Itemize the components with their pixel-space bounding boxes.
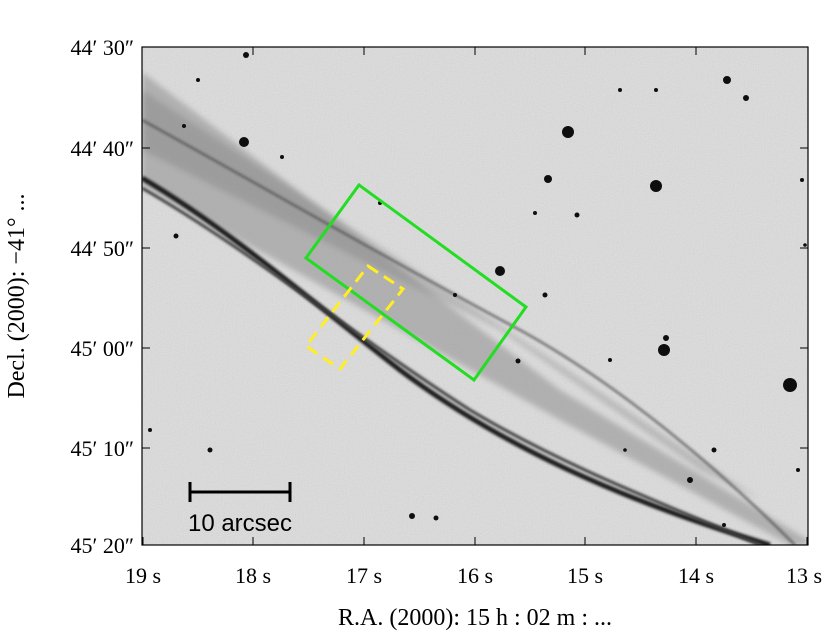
y-tick-label: 45′ 10″ [71,436,134,461]
y-tick-label: 45′ 20″ [71,533,134,558]
x-axis-title: R.A. (2000): 15 h : 02 m : ... [338,605,612,631]
x-tick-label: 18 s [235,563,271,588]
x-tick-label: 13 s [786,563,822,588]
x-tick-label: 16 s [457,563,493,588]
scale-bar-label: 10 arcsec [188,510,292,537]
sky-image: 10 arcsec [142,47,808,545]
secondary-filament [142,186,761,545]
y-tick-label: 45′ 00″ [71,336,134,361]
scale-bar [188,482,292,502]
y-axis-title: Decl. (2000): −41° ... [4,193,30,398]
y-tick-label: 44′ 40″ [71,136,134,161]
y-tick-label: 44′ 30″ [71,35,134,60]
x-tick-label: 17 s [346,563,382,588]
x-tick-label: 14 s [678,563,714,588]
x-axis [142,47,808,545]
main-filament [142,175,771,545]
star-field [148,52,807,527]
green-region-box [303,182,529,383]
x-tick-label: 15 s [567,563,603,588]
y-tick-label: 44′ 50″ [71,236,134,261]
y-axis [142,46,808,546]
x-tick-label: 19 s [125,563,161,588]
yellow-region-box [303,263,406,372]
